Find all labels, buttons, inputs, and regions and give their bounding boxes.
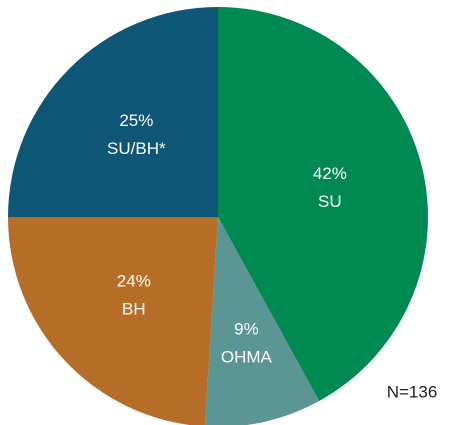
slice-value-label: 42% xyxy=(313,164,347,183)
slice-category-label: SU xyxy=(318,192,342,211)
pie-slice xyxy=(8,7,218,217)
slice-value-label: 9% xyxy=(234,320,259,339)
slice-value-label: 24% xyxy=(117,272,151,291)
slice-category-label: OHMA xyxy=(221,348,273,367)
slice-category-label: BH xyxy=(122,300,146,319)
slice-category-label: SU/BH* xyxy=(107,139,166,158)
pie-slice xyxy=(204,217,320,425)
pie-slice xyxy=(218,7,429,402)
annotation: N=136 xyxy=(387,382,438,401)
pie-slice xyxy=(8,217,218,425)
slice-value-label: 25% xyxy=(119,111,153,130)
